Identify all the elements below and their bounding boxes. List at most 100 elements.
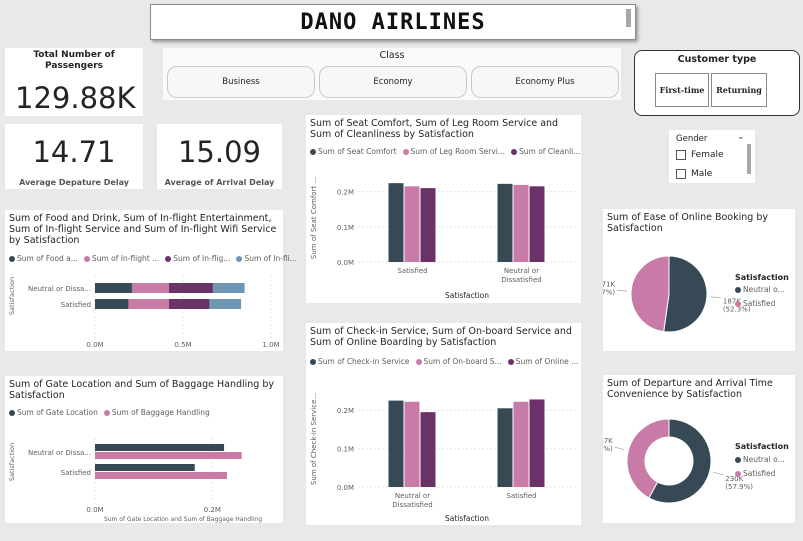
kpi-arr-delay-value: 15.09: [177, 135, 262, 169]
y-tick-label: Satisfied: [61, 469, 91, 477]
legend-label: Sum of Cleanli...: [519, 147, 581, 156]
gate-chart-plot: 0.0M 0.2M Sum of Gate Location and Sum of …: [8, 438, 262, 523]
dashboard-title: DANO AIRLINES: [300, 10, 486, 35]
legend-label: Sum of Leg Room Servi...: [410, 147, 506, 156]
ease-chart-plot: 187K(52.3%) 171K(47.7%): [603, 255, 751, 333]
legend-dot-icon: [165, 255, 172, 262]
legend-item[interactable]: Sum of In-fli...: [236, 254, 297, 263]
seat-chart-title: Sum of Seat Comfort, Sum of Leg Room Ser…: [310, 118, 559, 140]
customer-option-returning[interactable]: Returning: [711, 73, 767, 107]
y-tick-label: Neutral or Dissa...: [28, 449, 91, 457]
legend-item[interactable]: Neutral o...: [735, 455, 785, 464]
y-tick-label: 0.2M: [337, 407, 354, 415]
data-label: 171K: [603, 280, 616, 288]
legend-item[interactable]: Sum of In-flig...: [165, 254, 230, 263]
bar: [420, 188, 436, 262]
legend-dot-icon: [9, 409, 15, 416]
x-tick-label: Dissatisfied: [501, 276, 541, 284]
pie-slice: [648, 418, 712, 504]
legend-item[interactable]: Sum of Check-in Service: [310, 357, 410, 366]
customer-type-slicer: Customer type First-time Returning: [634, 50, 800, 116]
legend-item[interactable]: Sum of Leg Room Servi...: [402, 147, 506, 156]
legend-item[interactable]: Neutral o...: [735, 285, 785, 294]
legend-item[interactable]: Sum of Gate Location: [9, 408, 98, 417]
conv-chart-plot: 230K(57.9%) 167K(42.1%): [603, 418, 753, 504]
class-option-business[interactable]: Business: [167, 66, 315, 98]
kpi-arr-delay-label: Average of Arrival Delay: [164, 178, 275, 187]
data-label: 167K: [603, 437, 613, 445]
gender-scrollbar[interactable]: [747, 144, 751, 174]
data-label: (47.7%): [603, 288, 615, 296]
customer-option-first-time[interactable]: First-time: [655, 73, 709, 107]
kpi-passengers-value: 129.88K: [15, 81, 136, 115]
leader-line: [617, 290, 628, 292]
legend-item[interactable]: Sum of Online ...: [507, 357, 578, 366]
bar: [420, 412, 436, 487]
gender-option-female[interactable]: Female: [676, 150, 724, 160]
legend-item[interactable]: Sum of Seat Comfort: [310, 147, 397, 156]
header-scrollbar[interactable]: [626, 9, 631, 27]
legend-item[interactable]: Sum of Baggage Handling: [103, 408, 210, 417]
ease-chart-title: Sum of Ease of Online Booking by Satisfa…: [607, 212, 768, 234]
kpi-dep-delay-value: 14.71: [32, 135, 116, 169]
legend-dot-icon: [735, 286, 741, 293]
gender-slicer-title: Gender: [676, 134, 708, 144]
gender-option-male[interactable]: Male: [676, 169, 712, 179]
seat-chart-legend: Sum of Seat Comfort Sum of Leg Room Serv…: [310, 147, 580, 156]
class-option-economy-plus[interactable]: Economy Plus: [471, 66, 619, 98]
checkin-chart-card: Sum of Check-in Service, Sum of On-board…: [306, 323, 581, 525]
x-tick-label: Neutral or: [395, 492, 430, 500]
bar: [388, 183, 404, 262]
ease-legend: Neutral o... Satisfied: [735, 285, 785, 308]
legend-item[interactable]: Sum of On-board S...: [415, 357, 502, 366]
gender-female-label: Female: [691, 150, 724, 160]
legend-item[interactable]: Sum of Food a...: [9, 254, 78, 263]
data-label: (52.3%): [723, 306, 751, 314]
bar: [404, 186, 420, 262]
kpi-total-passengers: Total Number of Passengers 129.88K: [5, 48, 143, 116]
legend-item[interactable]: Sum of Cleanli...: [511, 147, 580, 156]
data-label: (57.9%): [725, 483, 753, 491]
legend-item[interactable]: Satisfied: [735, 469, 775, 478]
bar: [388, 400, 404, 487]
legend-item[interactable]: Sum of In-flight ...: [83, 254, 160, 263]
data-label: (42.1%): [603, 445, 613, 453]
legend-dot-icon: [310, 358, 316, 365]
legend-label: Sum of In-flight ...: [91, 254, 160, 263]
class-option-economy[interactable]: Economy: [319, 66, 467, 98]
chevron-down-icon[interactable]: ⌄: [737, 132, 745, 142]
conv-chart-card: Sum of Departure and Arrival Time Conven…: [603, 375, 795, 523]
y-tick-label: Satisfied: [61, 301, 91, 309]
legend-dot-icon: [236, 255, 243, 262]
x-tick-label: Satisfied: [397, 267, 427, 275]
checkbox-icon[interactable]: [676, 150, 686, 160]
dashboard-header: DANO AIRLINES: [150, 4, 636, 40]
checkbox-icon[interactable]: [676, 169, 686, 179]
kpi-departure-delay: 14.71 Average Depature Delay: [5, 124, 143, 189]
legend-label: Sum of In-fli...: [244, 254, 297, 263]
legend-label: Neutral o...: [743, 455, 785, 464]
x-tick-label: 0.0M: [86, 341, 103, 349]
legend-label: Sum of In-flig...: [173, 254, 231, 263]
y-tick-label: 0.0M: [337, 484, 354, 492]
bar: [212, 283, 245, 293]
bar: [95, 464, 195, 471]
legend-dot-icon: [511, 148, 517, 155]
y-tick-label: 0.0M: [337, 259, 354, 267]
legend-label: Satisfied: [743, 299, 776, 308]
gate-chart-card: Sum of Gate Location and Sum of Baggage …: [5, 376, 283, 523]
legend-label: Sum of Gate Location: [17, 408, 98, 417]
bar: [131, 283, 169, 293]
food-chart-legend: Sum of Food a... Sum of In-flight ... Su…: [9, 254, 297, 263]
legend-item[interactable]: Satisfied: [735, 299, 775, 308]
legend-dot-icon: [310, 148, 316, 155]
gate-chart-legend: Sum of Gate Location Sum of Baggage Hand…: [9, 408, 210, 417]
x-axis-title: Satisfaction: [445, 514, 489, 523]
x-tick-label: Dissatisfied: [392, 501, 432, 509]
checkin-chart-title: Sum of Check-in Service, Sum of On-board…: [310, 326, 572, 348]
leader-line: [614, 446, 625, 450]
leader-line: [713, 472, 724, 476]
bar: [168, 283, 213, 293]
x-tick-label: 0.2M: [204, 506, 221, 514]
x-tick-label: Neutral or: [504, 267, 539, 275]
